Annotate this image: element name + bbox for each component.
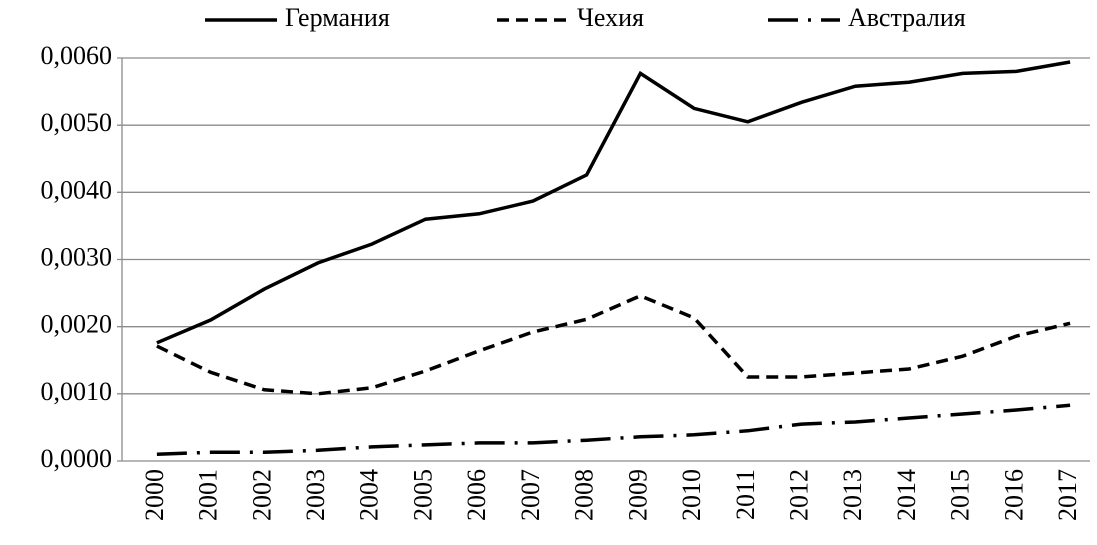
y-tick-label: 0,0040 — [41, 175, 113, 204]
x-tick-label: 2000 — [140, 469, 169, 521]
x-tick-label: 2005 — [408, 469, 437, 521]
x-tick-label: 2003 — [301, 469, 330, 521]
y-tick-label: 0,0010 — [41, 377, 113, 406]
legend-label: Австралия — [848, 3, 966, 32]
line-series — [156, 293, 1071, 396]
y-tick-label: 0,0060 — [41, 41, 113, 70]
x-tick-label: 2017 — [1053, 469, 1082, 521]
y-tick-label: 0,0020 — [41, 310, 113, 339]
y-tick-label: 0,0000 — [41, 444, 113, 473]
x-tick-label: 2012 — [784, 469, 813, 521]
x-tick-label: 2011 — [731, 469, 760, 520]
x-tick-label: 2014 — [892, 469, 921, 521]
x-tick-label: 2010 — [677, 469, 706, 521]
x-tick-label: 2008 — [570, 469, 599, 521]
x-tick-label: 2015 — [946, 469, 975, 521]
line-series — [156, 60, 1071, 345]
legend-label: Чехия — [577, 3, 644, 32]
legend-label: Германия — [285, 3, 390, 32]
x-tick-label: 2001 — [194, 469, 223, 521]
x-tick-label: 2009 — [623, 469, 652, 521]
y-tick-label: 0,0030 — [41, 242, 113, 271]
x-tick-label: 2007 — [516, 469, 545, 521]
line-series — [156, 403, 1071, 457]
x-tick-label: 2004 — [355, 469, 384, 521]
x-tick-label: 2002 — [247, 469, 276, 521]
y-tick-label: 0,0050 — [41, 108, 113, 137]
x-tick-label: 2006 — [462, 469, 491, 521]
x-tick-label: 2013 — [838, 469, 867, 521]
x-tick-label: 2016 — [999, 469, 1028, 521]
